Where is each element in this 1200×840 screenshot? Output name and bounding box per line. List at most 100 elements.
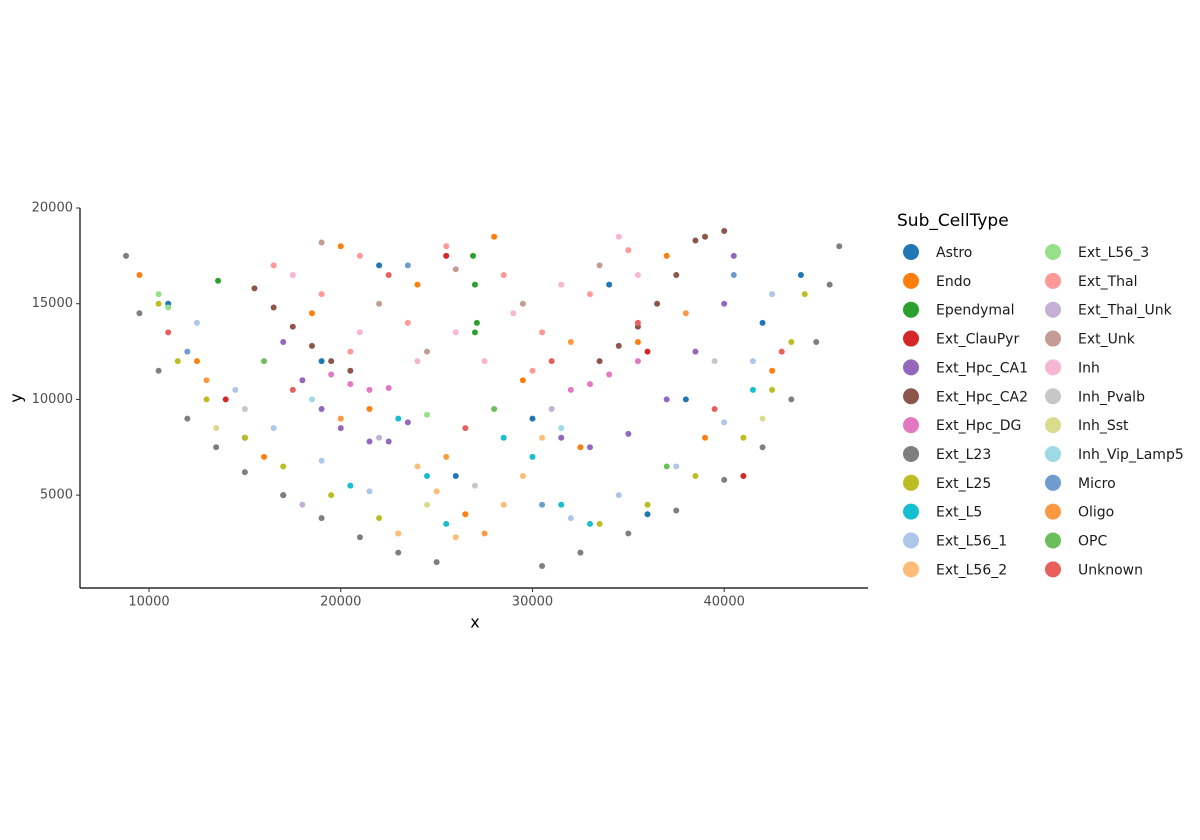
point (634, 319, 641, 326)
point (471, 482, 478, 489)
point (730, 252, 737, 259)
point (261, 358, 268, 365)
legend-label: Ext_ClauPyr (936, 332, 1019, 348)
point (452, 266, 459, 273)
legend-swatch (1045, 359, 1061, 376)
point (663, 396, 670, 403)
point (203, 377, 210, 384)
point (749, 358, 756, 365)
point (184, 348, 191, 355)
point (769, 386, 776, 393)
point (337, 415, 344, 422)
legend-swatch (903, 330, 919, 347)
point (539, 501, 546, 508)
point (673, 507, 680, 514)
point (424, 501, 431, 508)
y-axis-label: y (7, 393, 26, 402)
point (539, 562, 546, 569)
point (356, 534, 363, 541)
point (721, 227, 728, 234)
legend-label: Endo (936, 274, 971, 290)
point (634, 339, 641, 346)
legend-swatch (1045, 532, 1061, 549)
point (443, 520, 450, 527)
point (596, 262, 603, 269)
point (232, 386, 239, 393)
point (529, 415, 536, 422)
point (529, 367, 536, 374)
point (328, 492, 335, 499)
legend-swatch (1045, 474, 1061, 491)
point (356, 329, 363, 336)
point (558, 281, 565, 288)
point (299, 377, 306, 384)
point (567, 339, 574, 346)
point (443, 243, 450, 250)
legend-swatch (903, 445, 919, 462)
legend-swatch (903, 272, 919, 289)
point (539, 434, 546, 441)
point (337, 243, 344, 250)
legend-label: Ext_Thal_Unk (1078, 303, 1173, 319)
point (721, 419, 728, 426)
point (473, 319, 480, 326)
point (404, 319, 411, 326)
legend-label: Ext_Thal (1078, 274, 1138, 290)
point (385, 384, 392, 391)
point (251, 285, 258, 292)
point (634, 272, 641, 279)
legend-label: Inh_Pvalb (1078, 389, 1145, 405)
legend-swatch (1045, 445, 1061, 462)
legend-label: Micro (1078, 476, 1116, 492)
legend-label: Ext_L56_1 (936, 534, 1007, 550)
point (596, 520, 603, 527)
point (337, 425, 344, 432)
point (213, 444, 220, 451)
legend-swatch (1045, 244, 1061, 260)
point (500, 434, 507, 441)
point (347, 348, 354, 355)
point (462, 511, 469, 518)
point (452, 329, 459, 336)
point (519, 300, 526, 307)
point (634, 358, 641, 365)
point (424, 348, 431, 355)
point (241, 469, 248, 476)
point (414, 281, 421, 288)
y-tick-label: 15000 (32, 296, 73, 311)
point (222, 396, 229, 403)
point (615, 492, 622, 499)
point (797, 272, 804, 279)
legend-swatch (903, 388, 919, 405)
point (615, 342, 622, 349)
legend-label: Ext_L56_3 (1078, 245, 1149, 261)
point (510, 310, 517, 317)
legend-label: OPC (1078, 534, 1107, 550)
point (826, 281, 833, 288)
point (778, 348, 785, 355)
point (366, 488, 373, 495)
point (721, 476, 728, 483)
point (404, 419, 411, 426)
point (213, 425, 220, 432)
point (424, 411, 431, 418)
point (625, 247, 632, 254)
legend-swatch (903, 301, 919, 318)
point (347, 367, 354, 374)
legend-label: Ext_L56_2 (936, 562, 1007, 578)
point (452, 534, 459, 541)
point (414, 463, 421, 470)
point (215, 277, 222, 284)
point (308, 342, 315, 349)
point (270, 425, 277, 432)
point (280, 339, 287, 346)
point (788, 396, 795, 403)
point (519, 377, 526, 384)
point (165, 304, 172, 311)
legend-swatch (903, 532, 919, 549)
point (558, 425, 565, 432)
point (193, 319, 200, 326)
point (318, 239, 325, 246)
point (328, 371, 335, 378)
x-tick-label: 10000 (128, 595, 169, 610)
